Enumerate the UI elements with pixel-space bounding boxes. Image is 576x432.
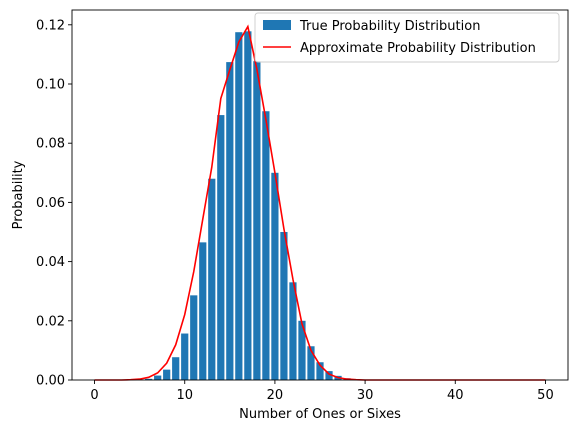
y-tick-label: 0.04 xyxy=(36,255,65,270)
bar-20 xyxy=(271,172,279,380)
bar-17 xyxy=(244,31,252,381)
bar-18 xyxy=(253,61,261,381)
bar-6 xyxy=(145,378,153,380)
y-tick-label: 0.06 xyxy=(36,196,65,211)
bar-15 xyxy=(226,62,234,380)
bar-9 xyxy=(172,357,180,380)
bar-24 xyxy=(307,346,315,380)
x-tick-label: 20 xyxy=(267,388,284,403)
legend: True Probability Distribution Approximat… xyxy=(254,12,560,63)
bars-layer xyxy=(136,31,369,381)
x-axis-title: Number of Ones or Sixes xyxy=(239,407,401,422)
y-axis-title: Probability xyxy=(11,160,26,229)
bar-10 xyxy=(181,333,189,380)
legend-line-label: Approximate Probability Distribution xyxy=(300,41,536,56)
y-tick-label: 0.10 xyxy=(36,78,65,93)
bar-21 xyxy=(280,232,288,380)
bar-13 xyxy=(208,178,216,380)
bar-25 xyxy=(316,362,324,380)
y-tick-label: 0.08 xyxy=(36,137,65,152)
bar-16 xyxy=(235,32,243,380)
x-tick-label: 0 xyxy=(90,388,98,403)
bar-23 xyxy=(298,320,306,380)
x-tick-label: 30 xyxy=(357,388,374,403)
bar-8 xyxy=(163,369,171,380)
bar-26 xyxy=(325,371,333,380)
x-tick-label: 10 xyxy=(176,388,193,403)
x-tick-label: 50 xyxy=(537,388,554,403)
axes-layer xyxy=(71,9,569,381)
legend-bar-label: True Probability Distribution xyxy=(299,19,480,34)
legend-bar-swatch xyxy=(263,20,291,30)
bar-11 xyxy=(190,295,198,380)
bar-7 xyxy=(154,375,162,380)
y-ticks: 0.00 0.02 0.04 0.06 0.08 0.10 0.12 xyxy=(36,18,72,389)
y-tick-label: 0.02 xyxy=(36,314,65,329)
y-tick-label: 0.00 xyxy=(36,374,65,389)
bar-22 xyxy=(289,282,297,380)
plot-background xyxy=(72,10,568,380)
x-ticks: 0 10 20 30 40 50 xyxy=(90,380,554,403)
bar-14 xyxy=(217,115,225,380)
plot-frame xyxy=(71,9,569,381)
legend-box xyxy=(254,12,560,63)
x-tick-label: 40 xyxy=(447,388,464,403)
y-tick-label: 0.12 xyxy=(36,18,65,33)
bar-19 xyxy=(262,111,270,380)
bar-12 xyxy=(199,242,207,380)
